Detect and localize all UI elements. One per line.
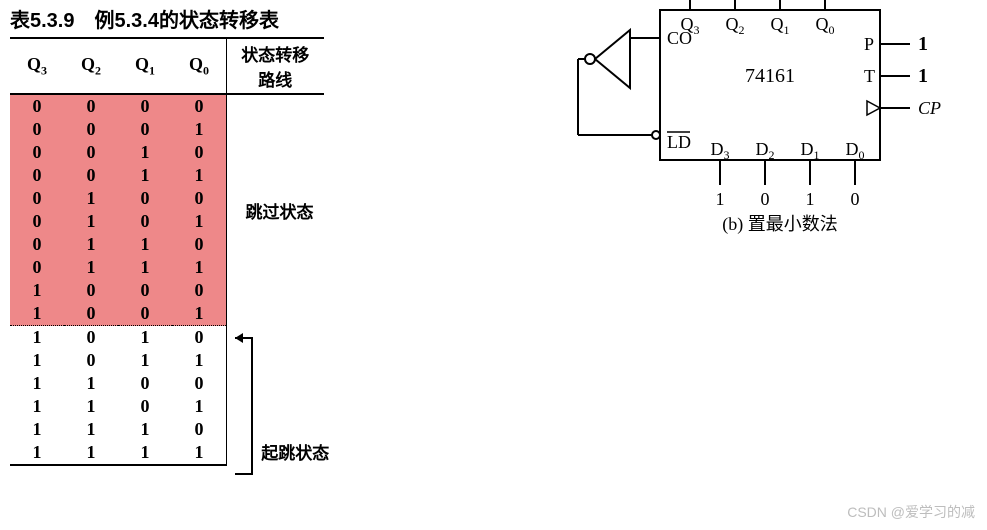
p-value: 1 bbox=[918, 33, 928, 55]
d2-value: 0 bbox=[761, 189, 770, 209]
start-label-cell: 起跳状态 bbox=[227, 326, 324, 466]
circuit-diagram: Q3 Q2 Q1 Q0 CO LD 74161 P 1 T 1 CP D3 D2… bbox=[570, 0, 970, 240]
skip-label-cell: 跳过状态 bbox=[227, 94, 324, 326]
inverter-icon bbox=[595, 30, 630, 88]
d3-value: 1 bbox=[716, 189, 725, 209]
start-label: 起跳状态 bbox=[261, 444, 329, 463]
t-label: T bbox=[864, 66, 875, 86]
chip-label: 74161 bbox=[745, 65, 795, 87]
circuit-caption: (b) 置最小数法 bbox=[722, 214, 838, 235]
d0-value: 0 bbox=[851, 189, 860, 209]
p-label: P bbox=[864, 34, 874, 54]
d1-value: 1 bbox=[806, 189, 815, 209]
col-q1: Q1 bbox=[118, 38, 172, 94]
col-q0: Q0 bbox=[172, 38, 227, 94]
skip-label: 跳过状态 bbox=[246, 203, 314, 222]
table-header-row: Q3 Q2 Q1 Q0 状态转移路线 bbox=[10, 38, 324, 94]
table-row: 1010 起跳状态 bbox=[10, 326, 324, 350]
table-row: 0000 跳过状态 bbox=[10, 94, 324, 118]
col-route: 状态转移路线 bbox=[227, 38, 324, 94]
ld-bubble-icon bbox=[652, 131, 660, 139]
col-q2: Q2 bbox=[64, 38, 118, 94]
watermark: CSDN @爱学习的减 bbox=[847, 502, 975, 522]
table-title: 表5.3.9 例5.3.4的状态转移表 bbox=[10, 4, 324, 33]
cp-label: CP bbox=[918, 98, 941, 118]
state-table: Q3 Q2 Q1 Q0 状态转移路线 0000 跳过状态 0001 0010 0… bbox=[10, 37, 324, 466]
co-label: CO bbox=[667, 28, 692, 48]
col-q3: Q3 bbox=[10, 38, 64, 94]
t-value: 1 bbox=[918, 65, 928, 87]
ld-label: LD bbox=[667, 132, 691, 152]
